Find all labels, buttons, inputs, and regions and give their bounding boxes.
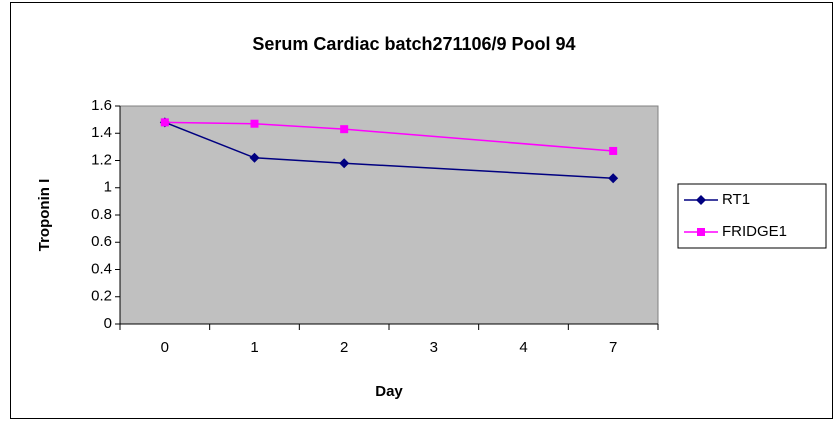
y-tick-label: 0.4 (91, 260, 112, 277)
marker (339, 158, 350, 169)
marker (696, 195, 706, 205)
y-tick-label: 1.2 (91, 151, 112, 168)
y-tick-label: 1.4 (91, 124, 112, 141)
x-axis-title: Day (375, 383, 403, 400)
legend-label: FRIDGE1 (722, 223, 787, 240)
y-axis-title: Troponin I (36, 179, 53, 252)
y-tick-label: 0.2 (91, 288, 112, 305)
legend: RT1 FRIDGE1 (677, 183, 827, 249)
marker (249, 152, 260, 163)
x-tick-label: 4 (519, 339, 527, 356)
marker (340, 125, 349, 134)
y-tick-label: 0.8 (91, 206, 112, 223)
marker (608, 173, 619, 184)
y-tick-label: 0.6 (91, 233, 112, 250)
plot-area (119, 105, 659, 325)
marker (609, 146, 618, 155)
x-tick-label: 7 (609, 339, 617, 356)
y-tick-label: 1.6 (91, 97, 112, 114)
y-tick-label: 1 (104, 179, 112, 196)
x-tick-label: 2 (340, 339, 348, 356)
legend-box (677, 183, 827, 249)
marker (697, 228, 705, 236)
legend-label: RT1 (722, 191, 750, 208)
gap-connector (344, 128, 614, 152)
chart-title: Serum Cardiac batch271106/9 Pool 94 (252, 34, 575, 54)
marker (250, 119, 259, 128)
x-tick-label: 0 (161, 339, 169, 356)
x-tick-label: 3 (430, 339, 438, 356)
y-tick-label: 0 (104, 315, 112, 332)
marker (160, 118, 169, 127)
x-tick-label: 1 (250, 339, 258, 356)
gap-connector (344, 162, 614, 179)
